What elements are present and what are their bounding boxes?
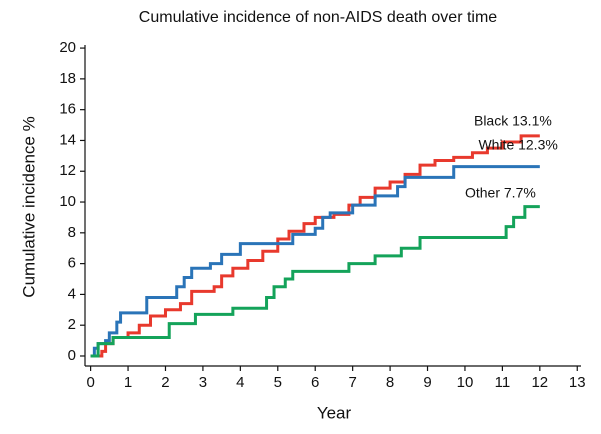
- y-tick-label: 6: [68, 255, 76, 272]
- x-axis-label: Year: [317, 403, 352, 422]
- series-line: [90, 134, 540, 358]
- y-tick-label: 8: [68, 224, 76, 241]
- y-tick-label: 16: [59, 101, 76, 118]
- x-tick-label: 3: [199, 374, 207, 391]
- x-tick-label: 10: [457, 374, 474, 391]
- x-tick-label: 0: [86, 374, 94, 391]
- x-tick-label: 12: [531, 374, 548, 391]
- series-label: White 12.3%: [478, 136, 557, 152]
- x-tick-label: 4: [236, 374, 244, 391]
- series-line: [90, 205, 540, 358]
- x-tick-label: 8: [386, 374, 394, 391]
- x-tick-label: 13: [569, 374, 586, 391]
- x-tick-label: 2: [161, 374, 169, 391]
- y-tick-label: 18: [59, 70, 76, 87]
- y-tick-label: 12: [59, 162, 76, 179]
- series-label: Other 7.7%: [465, 184, 536, 200]
- x-tick-label: 9: [423, 374, 431, 391]
- series-line: [90, 165, 540, 358]
- series-label: Black 13.1%: [474, 113, 552, 129]
- y-axis-label: Cumulative incidence %: [19, 116, 38, 297]
- x-tick-label: 1: [124, 374, 132, 391]
- y-tick-label: 20: [59, 39, 76, 56]
- x-tick-label: 5: [274, 374, 282, 391]
- x-tick-label: 7: [348, 374, 356, 391]
- x-tick-label: 6: [311, 374, 319, 391]
- y-tick-label: 10: [59, 193, 76, 210]
- chart-title: Cumulative incidence of non-AIDS death o…: [139, 9, 498, 26]
- y-tick-label: 14: [59, 131, 76, 148]
- x-tick-label: 11: [495, 374, 511, 391]
- y-tick-label: 2: [68, 316, 76, 333]
- y-tick-label: 0: [68, 347, 76, 364]
- y-tick-label: 4: [68, 285, 76, 302]
